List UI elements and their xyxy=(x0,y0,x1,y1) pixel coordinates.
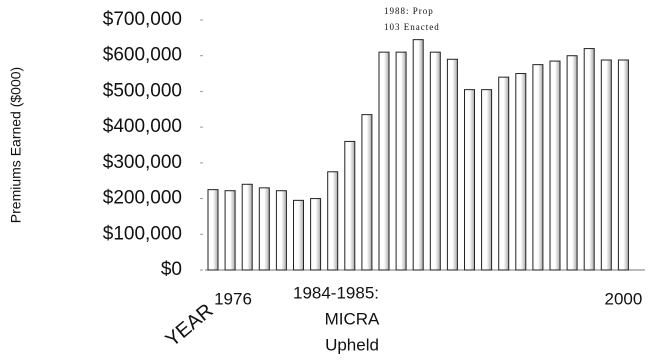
bar xyxy=(258,187,270,271)
bar xyxy=(464,89,475,271)
annotation: 1984-1985: xyxy=(293,283,379,302)
bar xyxy=(207,189,219,271)
bar xyxy=(241,183,253,271)
bar xyxy=(327,171,339,271)
y-tick-label: $700,000 xyxy=(103,9,182,30)
bar xyxy=(446,58,458,271)
y-tick-label: $600,000 xyxy=(103,45,182,66)
x-tick-label: 1976 xyxy=(214,289,252,308)
bar xyxy=(224,190,236,271)
bar xyxy=(293,199,304,271)
bar xyxy=(532,64,544,271)
y-tick-label: $400,000 xyxy=(103,116,182,137)
y-tick-label: $500,000 xyxy=(103,80,182,101)
bar xyxy=(498,76,510,271)
bar xyxy=(515,73,527,271)
bar xyxy=(378,51,390,271)
y-tick-label: $0 xyxy=(161,259,182,280)
bar xyxy=(566,55,578,271)
bar xyxy=(395,51,407,271)
y-tick-label: $200,000 xyxy=(103,188,182,209)
y-axis-label: Premiums Earned ($000) xyxy=(8,67,24,223)
bar xyxy=(429,51,441,271)
bar xyxy=(583,48,595,271)
bar xyxy=(310,198,322,271)
bar xyxy=(344,140,356,271)
y-tick-label: $300,000 xyxy=(103,152,182,173)
bar xyxy=(275,190,287,271)
bar xyxy=(549,60,561,271)
x-tick-label: 2000 xyxy=(604,289,642,308)
annotation: Upheld xyxy=(325,335,379,354)
bar xyxy=(412,39,424,271)
annotation: 1988: Prop xyxy=(384,6,434,16)
x-axis-label: YEAR xyxy=(162,300,218,352)
annotation: 103 Enacted xyxy=(384,22,440,32)
y-tick-label: $100,000 xyxy=(103,223,182,244)
bar xyxy=(600,59,612,271)
bar xyxy=(617,59,629,271)
annotation: MICRA xyxy=(325,309,380,328)
bar xyxy=(481,89,493,271)
bar xyxy=(361,114,373,271)
